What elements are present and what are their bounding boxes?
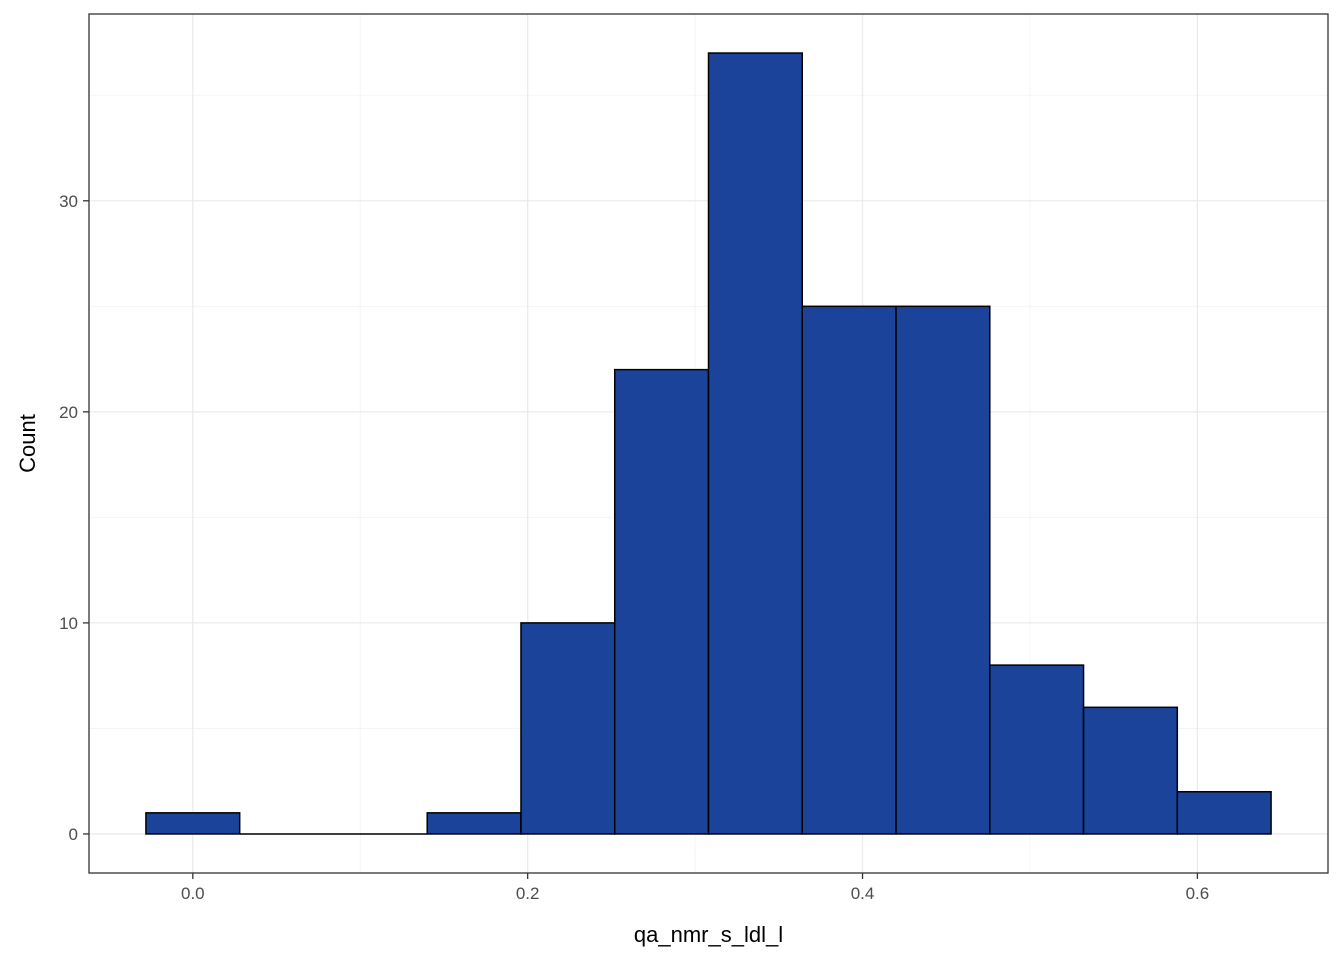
y-tick-label: 20 bbox=[59, 403, 78, 422]
histogram-bar-3 bbox=[426, 812, 522, 835]
x-tick-label: 0.4 bbox=[851, 884, 875, 903]
x-tick-label: 0.6 bbox=[1186, 884, 1210, 903]
histogram-bar-0 bbox=[145, 812, 241, 835]
histogram-bar-9 bbox=[989, 664, 1085, 835]
axis-ticks: 0.0 0.2 0.4 0.6 0 10 20 30 bbox=[59, 192, 1209, 903]
histogram-bar-6 bbox=[707, 52, 804, 835]
histogram-bar-8 bbox=[895, 305, 991, 835]
histogram-bar-11 bbox=[1176, 790, 1272, 835]
y-axis-title: Count bbox=[15, 414, 40, 473]
y-tick-label: 10 bbox=[59, 614, 78, 633]
x-tick-label: 0.0 bbox=[181, 884, 205, 903]
y-tick-label: 30 bbox=[59, 192, 78, 211]
panel-border bbox=[88, 13, 1329, 874]
x-tick-label: 0.2 bbox=[516, 884, 540, 903]
histogram-bars bbox=[145, 52, 1272, 835]
x-axis-title: qa_nmr_s_ldl_l bbox=[634, 922, 783, 947]
histogram-bar-5 bbox=[613, 368, 710, 835]
histogram-bar-7 bbox=[801, 305, 897, 835]
y-tick-label: 0 bbox=[69, 825, 78, 844]
histogram-bar-10 bbox=[1082, 706, 1179, 835]
histogram-bar-4 bbox=[520, 622, 616, 835]
